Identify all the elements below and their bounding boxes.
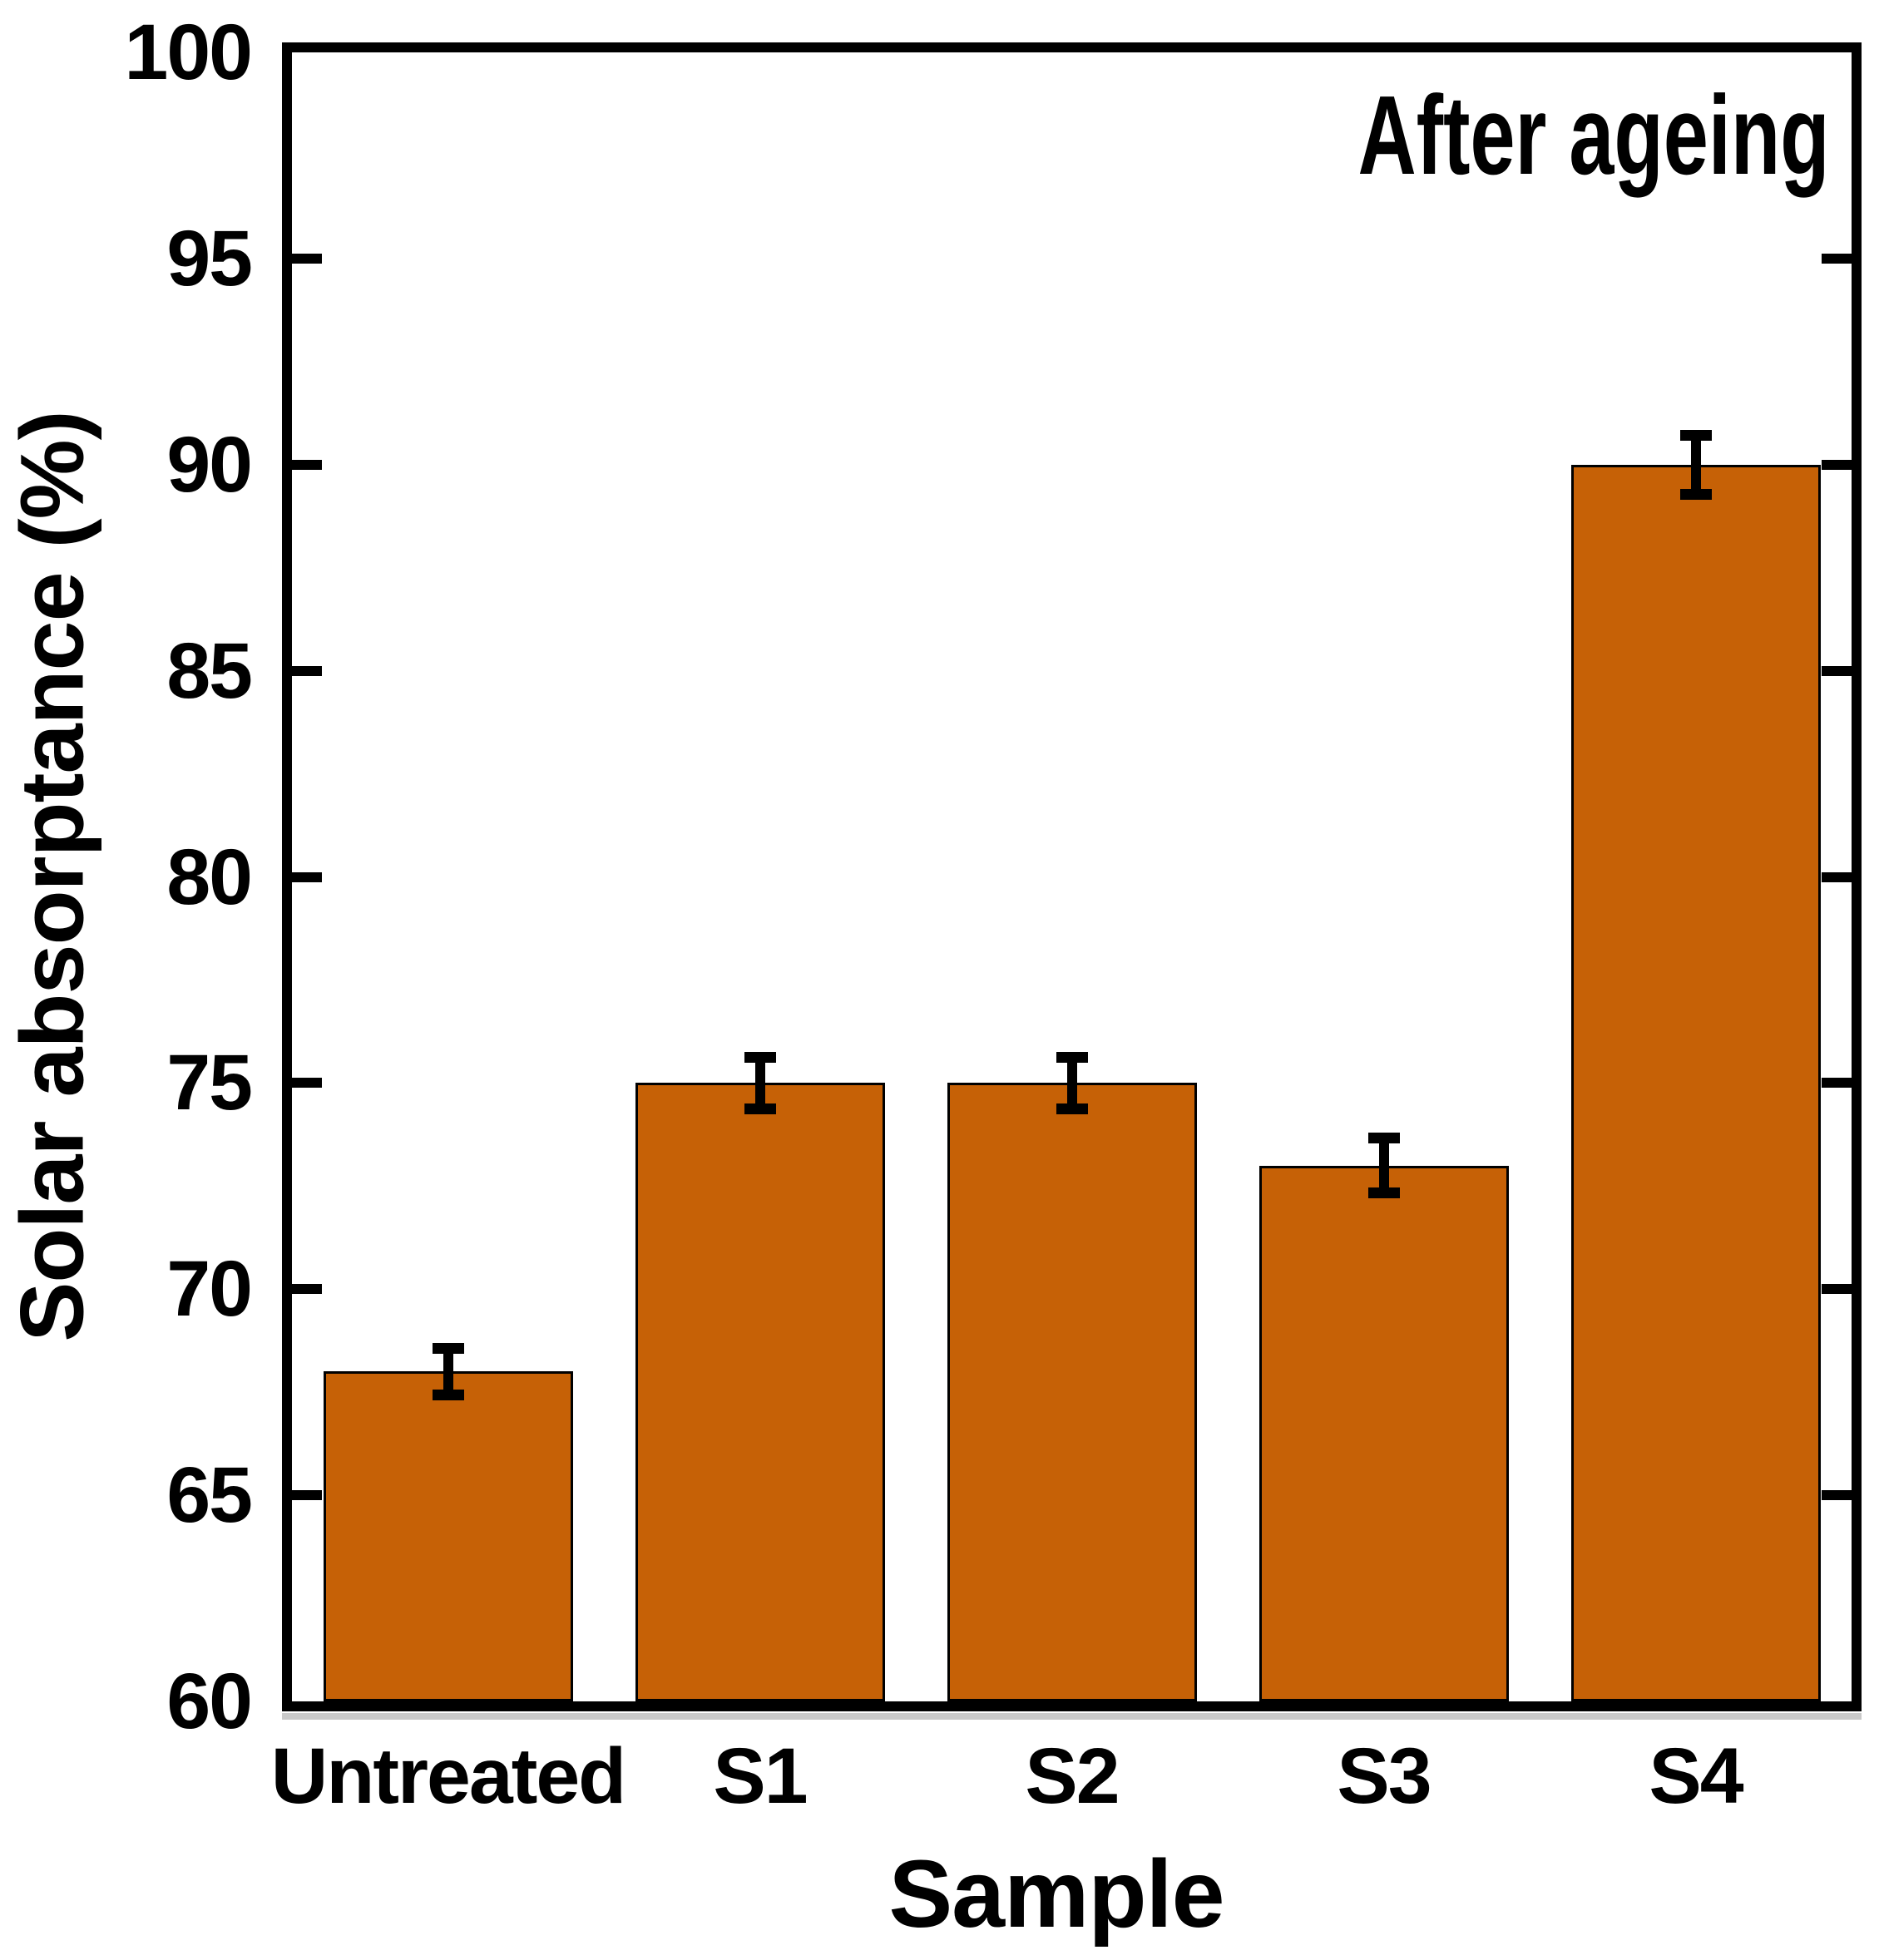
x-axis-title: Sample — [888, 1841, 1224, 1948]
error-stem — [1690, 429, 1701, 500]
bar-untreated — [323, 1371, 573, 1701]
y-tick-left-85 — [292, 665, 322, 676]
error-stem — [1066, 1052, 1077, 1114]
x-tick-label-s4: S4 — [1649, 1732, 1743, 1820]
y-tick-label-100: 100 — [124, 8, 253, 96]
error-stem — [443, 1342, 453, 1401]
x-tick-label-s3: S3 — [1337, 1732, 1432, 1820]
error-stem — [1378, 1132, 1389, 1199]
y-tick-label-90: 90 — [166, 420, 253, 509]
plot-area: After ageing — [282, 42, 1862, 1720]
error-stem — [754, 1052, 765, 1114]
bar-s4 — [1570, 464, 1821, 1701]
x-tick-label-s1: S1 — [713, 1732, 808, 1820]
y-tick-label-80: 80 — [166, 832, 253, 921]
x-tick-label-s2: S2 — [1025, 1732, 1120, 1820]
y-tick-left-80 — [292, 871, 322, 882]
y-tick-left-70 — [292, 1284, 322, 1295]
y-tick-label-65: 65 — [166, 1451, 253, 1540]
y-tick-right-75 — [1822, 1078, 1852, 1089]
y-tick-left-95 — [292, 253, 322, 264]
y-tick-right-65 — [1822, 1490, 1852, 1501]
error-cap-bottom-icon — [1056, 1103, 1088, 1114]
y-tick-left-90 — [292, 459, 322, 470]
y-tick-label-60: 60 — [166, 1657, 253, 1745]
error-bar-untreated — [432, 1342, 464, 1401]
y-tick-label-95: 95 — [166, 214, 253, 303]
error-cap-bottom-icon — [1679, 488, 1712, 500]
error-bar-s1 — [744, 1052, 776, 1114]
y-tick-right-70 — [1822, 1284, 1852, 1295]
y-tick-label-85: 85 — [166, 626, 253, 715]
error-cap-bottom-icon — [432, 1390, 464, 1401]
annotation-after-ageing: After ageing — [1357, 72, 1830, 198]
error-bar-s3 — [1367, 1132, 1400, 1199]
error-bar-s4 — [1679, 429, 1712, 500]
error-cap-bottom-icon — [1367, 1187, 1400, 1199]
y-tick-right-80 — [1822, 871, 1852, 882]
bar-s2 — [947, 1083, 1197, 1701]
y-tick-left-75 — [292, 1078, 322, 1089]
bar-s1 — [635, 1083, 885, 1701]
y-tick-label-75: 75 — [166, 1039, 253, 1128]
y-tick-right-95 — [1822, 253, 1852, 264]
error-cap-bottom-icon — [744, 1103, 776, 1114]
bar-s3 — [1258, 1165, 1509, 1701]
error-bar-s2 — [1056, 1052, 1088, 1114]
y-tick-label-70: 70 — [166, 1245, 253, 1334]
y-tick-right-85 — [1822, 665, 1852, 676]
y-tick-right-90 — [1822, 459, 1852, 470]
x-tick-label-untreated: Untreated — [270, 1732, 626, 1820]
y-tick-left-65 — [292, 1490, 322, 1501]
